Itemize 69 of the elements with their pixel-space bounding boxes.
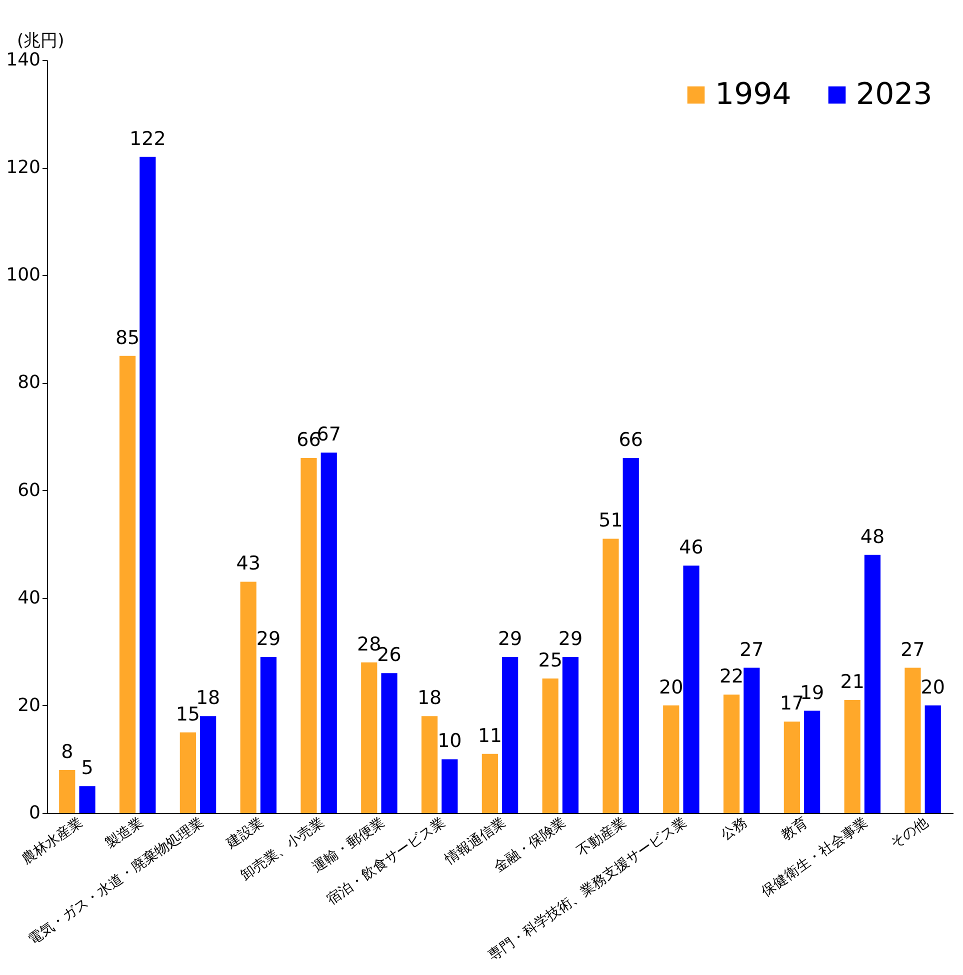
bar [784, 722, 800, 813]
data-label: 8 [61, 740, 74, 763]
bar [180, 732, 196, 813]
data-label: 122 [130, 128, 166, 150]
bar [924, 705, 941, 813]
bar [260, 657, 277, 813]
data-label: 29 [256, 628, 281, 650]
data-label: 51 [598, 510, 623, 532]
y-tick-label: 80 [18, 372, 40, 394]
bar [663, 705, 680, 813]
x-tick-label: その他 [888, 814, 932, 852]
data-label: 66 [618, 429, 643, 452]
data-label: 27 [740, 638, 764, 661]
data-label: 48 [860, 526, 885, 548]
y-tick-label: 140 [6, 50, 40, 70]
x-tick-label: 建設業 [222, 814, 268, 852]
bar [140, 156, 156, 813]
bar [844, 700, 860, 813]
bar [542, 678, 558, 813]
y-tick-label: 60 [18, 480, 40, 501]
y-tick-label: 20 [18, 694, 40, 716]
bar [502, 657, 518, 813]
legend-label: 1994 [715, 77, 792, 112]
x-tick-label: 公務 [718, 814, 750, 844]
bar [300, 458, 317, 813]
y-tick-label: 0 [29, 802, 40, 824]
data-label: 46 [679, 536, 704, 559]
y-tick-label: 40 [18, 587, 40, 608]
data-label: 25 [538, 650, 562, 672]
bar [79, 786, 96, 813]
bar [602, 538, 619, 813]
bar [864, 554, 881, 813]
x-tick-label: 教育 [778, 814, 811, 844]
data-label: 20 [659, 676, 684, 698]
bar [683, 566, 700, 813]
data-label: 11 [478, 724, 502, 747]
bar [240, 582, 256, 813]
legend-label: 2023 [856, 77, 932, 112]
data-label: 85 [115, 326, 140, 349]
data-label: 22 [719, 666, 744, 688]
bar [904, 668, 921, 813]
bar [320, 452, 337, 813]
bar [119, 356, 136, 813]
y-axis-title: (兆円) [17, 31, 64, 51]
data-label: 5 [81, 757, 94, 780]
data-label: 21 [840, 671, 864, 694]
data-label: 15 [176, 703, 200, 726]
bar [381, 673, 398, 813]
data-label: 18 [417, 687, 442, 710]
x-tick-label: 製造業 [102, 814, 146, 852]
data-label: 27 [900, 638, 925, 661]
data-label: 29 [558, 628, 583, 650]
bar [361, 662, 378, 813]
bar [482, 754, 498, 813]
bar [421, 716, 438, 813]
data-label: 20 [920, 676, 945, 698]
bar [442, 759, 458, 813]
bar [622, 458, 639, 813]
data-label: 29 [498, 628, 522, 650]
bar [723, 694, 740, 813]
data-label: 43 [236, 552, 260, 575]
bar [59, 770, 76, 813]
y-tick-label: 100 [6, 264, 40, 286]
bar [562, 657, 579, 813]
bar [744, 668, 760, 813]
y-tick-label: 120 [6, 157, 40, 178]
bar [200, 716, 216, 813]
data-label: 10 [438, 730, 462, 752]
bar [804, 710, 820, 813]
